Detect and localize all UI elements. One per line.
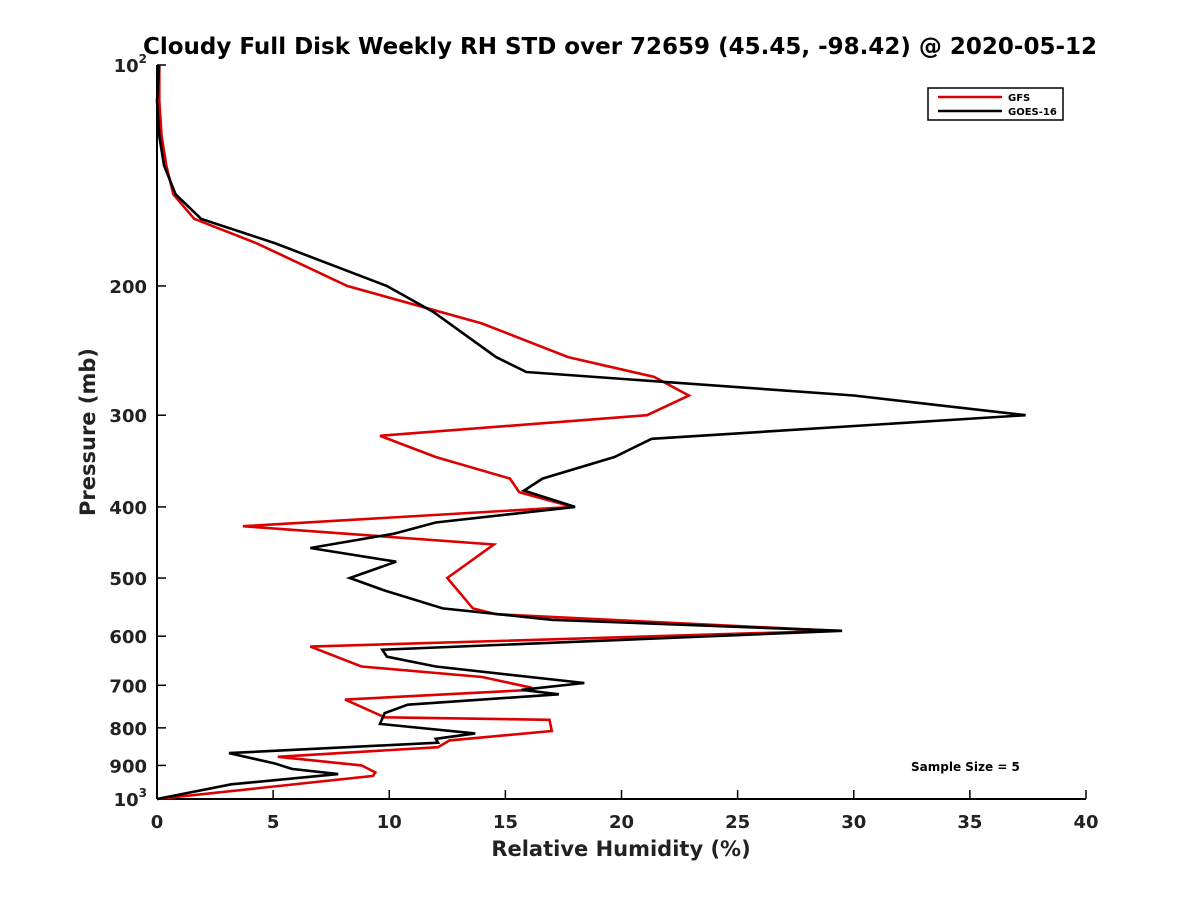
y-tick-label: 103 xyxy=(114,786,147,811)
x-ticks: 0 5 10 15 20 25 30 35 40 xyxy=(151,790,1099,833)
x-tick-label: 25 xyxy=(725,812,750,833)
x-tick-label: 10 xyxy=(377,812,402,833)
x-tick-label: 0 xyxy=(151,812,164,833)
y-tick-label: 102 xyxy=(114,52,147,77)
y-tick-label: 200 xyxy=(109,277,147,298)
y-tick-label: 600 xyxy=(109,627,147,648)
x-tick-label: 35 xyxy=(957,812,982,833)
x-tick-label: 15 xyxy=(493,812,518,833)
y-tick-label: 700 xyxy=(109,676,147,697)
series-layer xyxy=(155,64,1026,801)
sample-size-annotation: Sample Size = 5 xyxy=(911,760,1020,774)
y-ticks: 102 200 300 400 500 600 700 800 900 103 xyxy=(109,52,166,811)
series-line-gfs xyxy=(156,65,836,801)
y-tick-label: 400 xyxy=(109,498,147,519)
x-tick-label: 5 xyxy=(267,812,280,833)
plot-area xyxy=(156,65,1086,800)
series-line-goes16 xyxy=(155,64,1026,801)
y-tick-label: 300 xyxy=(109,406,147,427)
y-tick-label: 800 xyxy=(109,719,147,740)
x-tick-label: 20 xyxy=(609,812,634,833)
x-axis-label: Relative Humidity (%) xyxy=(491,837,750,861)
legend-label-goes16: GOES-16 xyxy=(1008,107,1057,118)
x-tick-label: 30 xyxy=(841,812,866,833)
legend-label-gfs: GFS xyxy=(1008,93,1030,104)
chart-title: Cloudy Full Disk Weekly RH STD over 7265… xyxy=(143,34,1097,60)
legend: GFS GOES-16 xyxy=(927,87,1064,121)
y-tick-label: 900 xyxy=(109,756,147,777)
y-tick-label: 500 xyxy=(109,569,147,590)
x-tick-label: 40 xyxy=(1073,812,1098,833)
legend-box xyxy=(927,87,1064,121)
y-axis-label: Pressure (mb) xyxy=(76,348,100,516)
